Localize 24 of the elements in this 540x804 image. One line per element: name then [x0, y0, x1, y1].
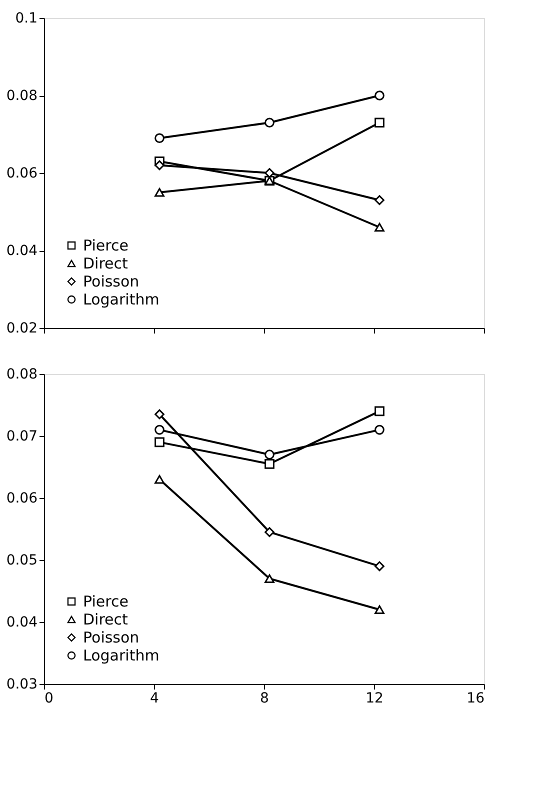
y-tick-label: 0.04	[6, 243, 38, 259]
x-tick-label: 0	[44, 690, 54, 706]
legend-label: Pierce	[83, 592, 128, 610]
y-tick-label: 0.05	[6, 552, 38, 568]
x-tick-label: 8	[260, 690, 269, 706]
y-tick-label: 0.1	[15, 10, 38, 26]
y-tick-label: 0.08	[6, 366, 38, 382]
y-tick-label: 0.03	[6, 676, 38, 692]
legend-label: Poisson	[83, 628, 140, 646]
y-tick-label: 0.06	[6, 166, 38, 182]
y-tick-label: 0.07	[6, 428, 38, 444]
legend-label: Poisson	[83, 272, 140, 290]
x-tick-label: 12	[366, 690, 384, 706]
legend-label: Pierce	[83, 236, 128, 254]
legend-label: Direct	[83, 254, 128, 272]
x-tick-label: 16	[466, 690, 485, 706]
legend-label: Direct	[83, 610, 128, 628]
y-tick-label: 0.04	[6, 614, 38, 630]
y-tick-label: 0.08	[6, 88, 38, 104]
y-tick-label: 0.02	[6, 320, 38, 336]
y-tick-label: 0.06	[6, 490, 38, 506]
legend-label: Logarithm	[83, 290, 160, 308]
legend-label: Logarithm	[83, 646, 160, 664]
x-tick-label: 4	[150, 690, 160, 706]
